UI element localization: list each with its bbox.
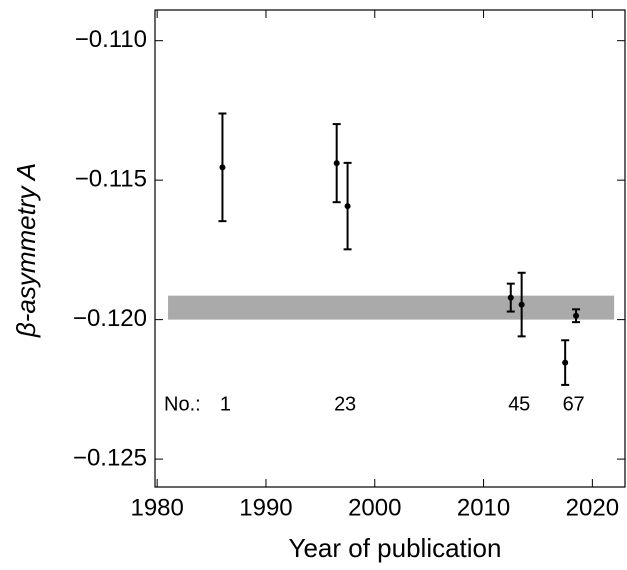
- x-tick-label: 2010: [457, 494, 510, 521]
- data-point: [333, 160, 340, 167]
- x-axis-label: Year of publication: [289, 533, 502, 563]
- reference-band: [168, 295, 615, 320]
- y-tick-label: −0.120: [73, 305, 147, 332]
- data-point: [573, 312, 580, 319]
- x-tick-label: 1990: [239, 494, 292, 521]
- x-tick-label: 2000: [348, 494, 401, 521]
- y-axis-label: β-asymmetry A: [11, 163, 41, 338]
- x-tick-label: 1980: [130, 494, 183, 521]
- data-point: [562, 359, 569, 366]
- y-tick-label: −0.115: [75, 166, 147, 193]
- point-label: 4: [508, 393, 519, 415]
- data-point: [507, 294, 514, 301]
- point-label: 2: [334, 393, 345, 415]
- x-tick-label: 2020: [566, 494, 619, 521]
- y-tick-label: −0.110: [75, 26, 147, 53]
- point-label: 6: [563, 393, 574, 415]
- y-tick-label: −0.125: [73, 444, 147, 471]
- data-point: [518, 301, 525, 308]
- point-label: 1: [220, 393, 231, 415]
- point-label: 5: [519, 393, 530, 415]
- point-label: 7: [573, 393, 584, 415]
- data-point: [344, 203, 351, 210]
- plot-frame: [154, 9, 626, 488]
- annotation: No.:: [164, 393, 201, 415]
- point-label: 3: [345, 393, 356, 415]
- data-point: [219, 164, 226, 171]
